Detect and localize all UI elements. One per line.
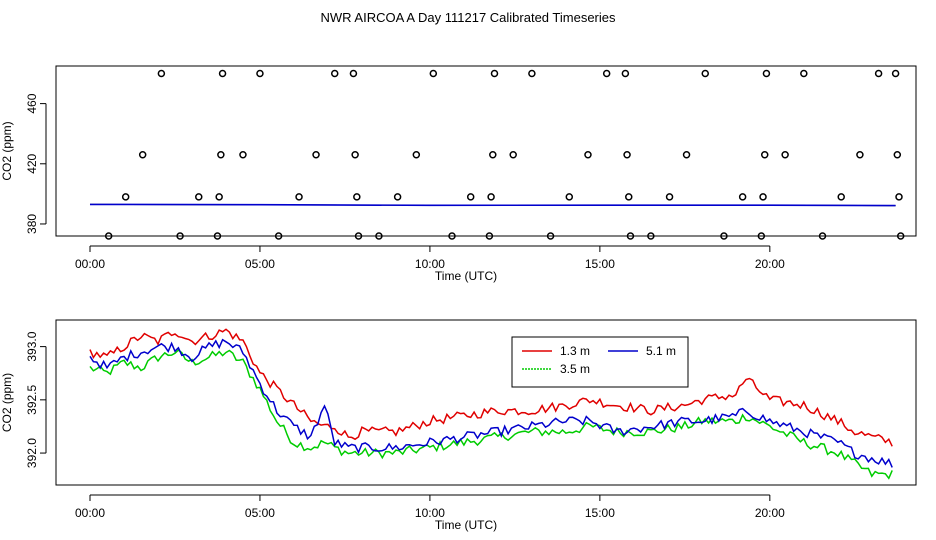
calibration-point — [213, 232, 222, 240]
calibration-point — [625, 193, 633, 201]
legend-label: 5.1 m — [646, 344, 676, 358]
y-tick-label: 392.0 — [25, 438, 39, 468]
x-tick-label: 10:00 — [415, 257, 445, 271]
plot-frame — [55, 319, 917, 486]
calibration-point — [891, 69, 900, 78]
calibration-point — [215, 193, 223, 201]
calibration-point — [584, 151, 592, 159]
series-line-1-3-m — [89, 328, 893, 447]
calibration-point — [195, 193, 203, 201]
calibration-point — [176, 232, 184, 240]
calibration-point — [781, 151, 789, 159]
series-line-3-5-m — [89, 349, 893, 480]
calibration-point — [121, 193, 130, 201]
y-tick-label: 393.0 — [25, 331, 39, 361]
calibration-point — [375, 232, 383, 240]
calibration-point — [800, 69, 808, 78]
calibration-point — [602, 69, 611, 78]
calibration-point — [412, 151, 421, 159]
x-tick-label: 00:00 — [75, 506, 105, 520]
y-tick-label: 392.5 — [25, 384, 39, 414]
calibration-point — [217, 151, 225, 159]
x-tick-label: 20:00 — [755, 257, 785, 271]
calibration-point — [239, 151, 247, 159]
calibration-point — [647, 232, 655, 240]
x-tick-label: 20:00 — [755, 506, 785, 520]
calibration-point — [757, 232, 766, 240]
calibration-point — [509, 151, 517, 159]
x-tick-label: 05:00 — [245, 257, 275, 271]
calibration-panel: 00:00 05:00 10:00 15:00 20:00 Time (UTC) 380 42… — [0, 65, 917, 283]
calibration-point — [490, 69, 499, 78]
calibration-point — [104, 232, 113, 240]
calibration-point — [218, 69, 227, 78]
series-line-5-1-m — [89, 338, 893, 468]
y-axis-label: CO2 (ppm) — [0, 373, 14, 432]
calibration-point — [546, 232, 555, 240]
y-axis-label: CO2 (ppm) — [0, 121, 14, 180]
calibration-point — [623, 151, 631, 159]
y-tick-label: 380 — [25, 214, 39, 234]
page-title: NWR AIRCOA A Day 111217 Calibrated Times… — [320, 10, 616, 25]
baseline-series-5-1m — [89, 203, 896, 207]
calibration-point — [528, 69, 536, 78]
x-axis-label: Time (UTC) — [435, 518, 497, 532]
x-tick-label: 15:00 — [585, 257, 615, 271]
calibration-point — [351, 151, 359, 159]
calibration-point — [856, 151, 864, 159]
calibration-point — [762, 69, 771, 78]
legend-box — [511, 336, 689, 388]
x-tick-label: 05:00 — [245, 506, 275, 520]
calibration-point — [896, 232, 905, 240]
calibration-point — [295, 193, 303, 201]
calibration-point — [665, 193, 674, 201]
calibration-point — [485, 232, 494, 240]
calibration-point — [738, 193, 747, 201]
y-tick-label: 420 — [25, 153, 39, 173]
calibration-point — [256, 69, 264, 78]
calibration-point — [487, 193, 495, 201]
calibration-point — [353, 193, 361, 201]
calibration-point — [818, 232, 827, 240]
calibration-point — [837, 193, 845, 201]
calibration-point — [895, 193, 903, 201]
calibration-point — [349, 69, 358, 78]
calibration-point — [874, 69, 883, 78]
calibration-point — [621, 69, 630, 78]
co2-timeseries-panel: 00:00 05:00 10:00 15:00 20:00 Time (UTC) 392.0… — [0, 319, 917, 532]
y-tick-label: 460 — [25, 93, 39, 113]
calibration-point — [682, 151, 691, 159]
x-tick-label: 00:00 — [75, 257, 105, 271]
calibration-point — [138, 151, 147, 159]
x-axis-label: Time (UTC) — [435, 269, 497, 283]
calibration-point — [429, 69, 438, 78]
calibration-point — [354, 232, 363, 240]
calibration-point — [489, 151, 497, 159]
calibration-point — [466, 193, 475, 201]
calibration-point — [893, 151, 902, 159]
legend-label: 1.3 m — [560, 344, 590, 358]
calibration-point — [626, 232, 635, 240]
legend-label: 3.5 m — [560, 362, 590, 376]
calibration-point — [330, 69, 339, 78]
x-tick-label: 10:00 — [415, 506, 445, 520]
calibration-point — [720, 232, 728, 240]
calibration-point — [274, 232, 283, 240]
calibration-point — [759, 193, 767, 201]
calibration-point — [448, 232, 456, 240]
plot-frame — [55, 65, 917, 237]
calibration-point — [760, 151, 769, 159]
calibration-point — [312, 151, 320, 159]
calibration-point — [701, 69, 709, 78]
calibration-point — [393, 193, 402, 201]
legend: 1.3 m 5.1 m 3.5 m — [511, 336, 689, 388]
calibration-point — [157, 69, 166, 78]
x-tick-label: 15:00 — [585, 506, 615, 520]
calibration-point — [565, 193, 574, 201]
